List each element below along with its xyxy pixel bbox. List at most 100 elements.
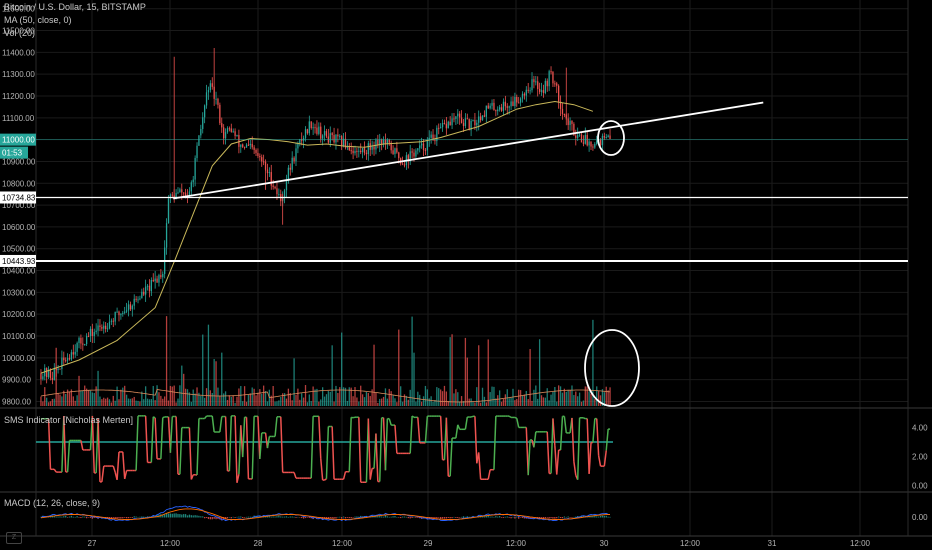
candle-body (226, 128, 229, 133)
candle-body (146, 285, 149, 287)
sms-segment (439, 416, 444, 460)
macd-histogram-bar (297, 516, 299, 518)
candle-body (554, 83, 556, 85)
macd-histogram-bar (325, 517, 328, 519)
volume-legend[interactable]: Vol (20) (4, 28, 36, 38)
candle-body (451, 118, 453, 126)
volume-bar (363, 397, 366, 406)
volume-bar (47, 402, 50, 406)
sms-segment (474, 416, 478, 464)
macd-histogram-bar (186, 515, 189, 518)
volume-bar (221, 352, 223, 406)
volume-bar (440, 389, 442, 406)
candle-body (424, 149, 427, 151)
volume-bar (403, 394, 406, 406)
volume-bar (470, 398, 472, 406)
volume-bar (57, 392, 59, 406)
sms-segment (563, 416, 568, 434)
macd-histogram-bar (207, 517, 210, 520)
candle-body (141, 291, 143, 299)
level-tag-high: 10734.83 (2, 193, 36, 202)
macd-histogram-bar (215, 517, 217, 520)
price-axis[interactable]: 11600.00 11500.00 11400.00 11300.00 11200.00… (0, 5, 36, 407)
candle-body (85, 336, 88, 345)
candle-body (314, 127, 316, 129)
macd-histogram-bar (243, 517, 246, 518)
volume-bar (428, 398, 430, 406)
volume-bar (575, 391, 577, 406)
macd-histogram-bar (396, 516, 398, 518)
volume-bar (72, 396, 74, 406)
macd-histogram-bar (95, 517, 97, 518)
macd-histogram-bar (112, 517, 114, 518)
candle-body (544, 80, 546, 93)
volume-bar (546, 388, 548, 406)
candle-body (89, 328, 92, 337)
candle-body (320, 126, 322, 139)
macd-histogram-bar (575, 516, 577, 518)
candle-body (259, 156, 261, 158)
macd-histogram-bar (460, 516, 463, 518)
candle-body (514, 97, 516, 107)
volume-bar (276, 401, 278, 406)
macd-histogram-bar (308, 517, 310, 518)
macd-histogram-bar (74, 516, 76, 518)
candle-body (354, 150, 356, 154)
macd-histogram-bar (386, 516, 389, 518)
candle-body (331, 133, 333, 136)
macd-histogram-bar (459, 517, 461, 518)
volume-bar (586, 386, 588, 406)
sms-segment (411, 415, 415, 418)
macd-histogram-bar (447, 517, 449, 518)
candle-body (419, 145, 421, 149)
sms-segment (251, 416, 255, 479)
volume-bar (563, 388, 566, 406)
candle-body (127, 304, 130, 311)
volume-bar (525, 390, 527, 406)
volume-bar (438, 388, 440, 406)
macd-histogram-bar (72, 516, 74, 518)
volume-bar (242, 401, 244, 406)
level-tag-low-bg (0, 254, 36, 267)
sms-segment (417, 417, 421, 443)
volume-bar (361, 394, 364, 406)
macd-legend[interactable]: MACD (12, 26, close, 9) (4, 498, 101, 508)
tradingview-logo[interactable]: Z (6, 532, 22, 544)
candle-body (249, 143, 251, 146)
sms-segment (66, 440, 71, 472)
macd-histogram-bar (289, 516, 291, 518)
volume-bar (87, 390, 90, 406)
sms-segment (470, 415, 474, 418)
volume-bar (499, 390, 501, 406)
candle-body (392, 150, 394, 155)
volume-bar (401, 401, 404, 406)
time-axis[interactable]: 27 12:00 28 12:00 29 12:00 30 12:00 31 12:00 (88, 539, 871, 548)
sms-segment (179, 427, 183, 475)
sms-legend[interactable]: SMS Indicator [Nicholas Merten] (4, 415, 134, 425)
trend-line (173, 101, 764, 200)
ma-legend[interactable]: MA (50, close, 0) (4, 15, 72, 25)
candle-body (87, 336, 90, 338)
sms-segment (516, 418, 520, 428)
candle-body (224, 132, 227, 139)
volume-bar (367, 392, 369, 406)
candle-body (502, 101, 505, 111)
macd-histogram-bar (348, 517, 350, 518)
price-tick-label: 10900.00 (2, 157, 36, 166)
candle-body (342, 138, 345, 147)
candle-body (270, 172, 272, 186)
symbol-title[interactable]: Bitcoin / U.S. Dollar, 15, BITSTAMP (4, 2, 146, 12)
candle-body (118, 311, 120, 316)
candle-body (556, 83, 558, 86)
macd-histogram-bar (211, 517, 213, 520)
volume-bar (285, 398, 288, 406)
candle-body (577, 135, 579, 138)
candle-body (457, 113, 459, 117)
candle-body (540, 90, 543, 92)
volume-bar (476, 387, 478, 406)
macd-histogram-bar (394, 516, 396, 518)
volume-bar (388, 388, 390, 406)
macd-histogram-bar (502, 517, 505, 518)
macd-histogram-bar (542, 517, 545, 519)
